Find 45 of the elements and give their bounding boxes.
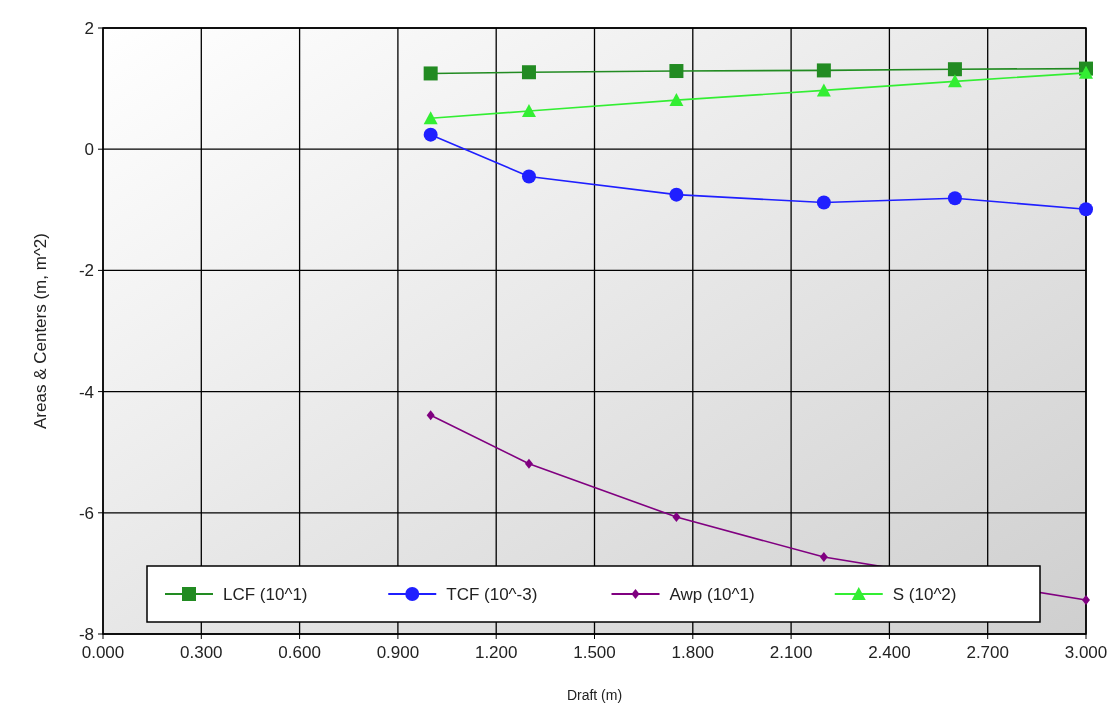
point bbox=[816, 195, 831, 210]
point bbox=[521, 65, 536, 80]
point bbox=[521, 169, 536, 184]
y-tick-label: 0 bbox=[84, 140, 94, 160]
point bbox=[816, 63, 831, 78]
point bbox=[947, 191, 962, 206]
point bbox=[1079, 65, 1093, 79]
x-tick-label: 0.900 bbox=[376, 643, 420, 662]
point bbox=[669, 64, 684, 79]
x-tick-label: 0.000 bbox=[81, 643, 125, 662]
x-tick-label: 0.600 bbox=[278, 643, 321, 662]
point bbox=[672, 512, 681, 523]
x-axis-title: Draft (m) bbox=[566, 687, 623, 703]
legend-label: LCF (10^1) bbox=[223, 585, 308, 604]
x-tick-label: 2.100 bbox=[769, 643, 813, 662]
y-axis-title: Areas & Centers (m, m^2) bbox=[31, 233, 50, 429]
point bbox=[1082, 595, 1090, 606]
y-tick-label: -4 bbox=[78, 382, 94, 402]
point bbox=[947, 62, 962, 77]
point bbox=[1079, 202, 1093, 217]
x-tick-label: 2.400 bbox=[868, 643, 911, 662]
y-tick-label: -8 bbox=[78, 625, 94, 644]
x-tick-label: 1.200 bbox=[474, 643, 518, 662]
point bbox=[521, 104, 536, 118]
legend-label: TCF (10^-3) bbox=[446, 585, 538, 604]
y-tick-label: -6 bbox=[78, 503, 94, 523]
y-tick-label: -2 bbox=[78, 261, 94, 281]
point bbox=[524, 458, 533, 469]
point bbox=[426, 410, 435, 421]
point bbox=[947, 74, 962, 88]
x-tick-label: 2.700 bbox=[966, 643, 1009, 662]
x-tick-label: 1.800 bbox=[671, 643, 715, 662]
x-tick-label: 0.300 bbox=[180, 643, 223, 662]
y-tick-label: 2 bbox=[84, 19, 94, 38]
x-tick-label: 3.000 bbox=[1064, 643, 1108, 662]
x-tick-label: 1.500 bbox=[573, 643, 616, 662]
legend-label: S (10^2) bbox=[892, 585, 957, 604]
point bbox=[669, 93, 684, 107]
legend-label: Awp (10^1) bbox=[669, 585, 755, 604]
point bbox=[423, 127, 438, 142]
point bbox=[669, 187, 684, 202]
point bbox=[423, 111, 438, 125]
point bbox=[816, 83, 831, 97]
point bbox=[423, 66, 438, 81]
point bbox=[819, 552, 828, 563]
